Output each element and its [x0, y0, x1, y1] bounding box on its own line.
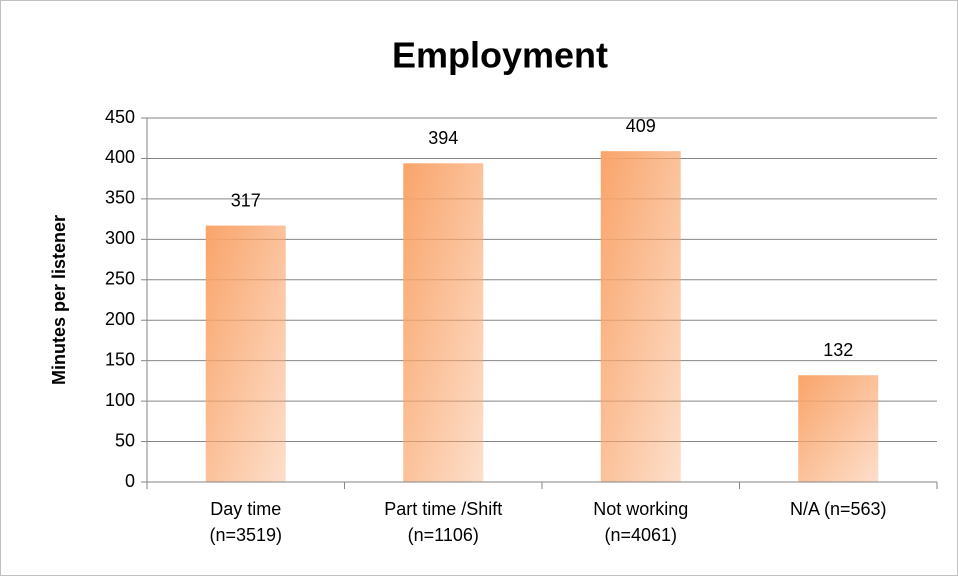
y-tick-label: 100: [105, 390, 135, 410]
y-axis-label: Minutes per listener: [49, 215, 69, 385]
y-tick-label: 150: [105, 349, 135, 369]
y-tick-label: 250: [105, 269, 135, 289]
x-tick-label-box: Day time (n=3519): [209, 499, 283, 545]
value-label: 317: [231, 190, 261, 210]
x-tick-label: Day time (n=3519): [209, 499, 283, 545]
y-tick-label: 400: [105, 147, 135, 167]
y-tick-label: 300: [105, 228, 135, 248]
x-tick-label: Not working (n=4061): [593, 499, 689, 545]
x-tick-label-box: Part time /Shift (n=1106): [384, 499, 503, 545]
value-label: 394: [428, 128, 458, 148]
y-tick-label: 50: [115, 430, 135, 450]
y-tick-label: 350: [105, 188, 135, 208]
x-tick-label-box: Not working (n=4061): [593, 499, 689, 545]
x-tick-label: Part time /Shift (n=1106): [384, 499, 503, 545]
chart-title: Employment: [392, 35, 608, 76]
value-label: 409: [626, 116, 656, 136]
bar: [798, 375, 879, 482]
bar: [403, 163, 484, 482]
bar: [600, 151, 681, 483]
x-tick-label-box: N/A (n=563): [789, 499, 887, 519]
bar: [205, 225, 286, 483]
value-label: 132: [823, 340, 853, 360]
x-tick-label: N/A (n=563): [789, 499, 887, 519]
y-tick-label: 450: [105, 107, 135, 127]
y-tick-label: 0: [125, 471, 135, 491]
y-tick-label: 200: [105, 309, 135, 329]
